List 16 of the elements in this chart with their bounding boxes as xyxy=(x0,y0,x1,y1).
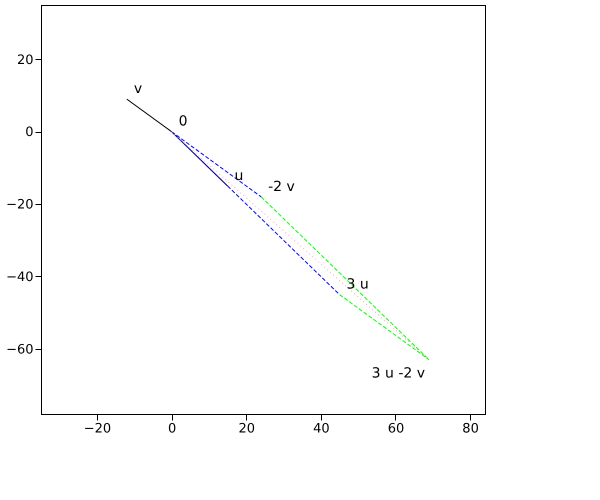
x-tick-label: 0 xyxy=(168,422,176,436)
annotation: -2 v xyxy=(268,178,295,195)
annotation: 3 u -2 v xyxy=(372,366,426,382)
y-tick-label: 0 xyxy=(25,125,34,140)
x-tick-label: −20 xyxy=(84,422,112,436)
x-tick-label: 20 xyxy=(238,422,255,436)
x-tick-label: 80 xyxy=(462,422,479,436)
annotation: v xyxy=(134,81,142,98)
annotation: u xyxy=(234,168,244,184)
y-tick-label: −40 xyxy=(6,270,34,285)
y-tick-label: 20 xyxy=(16,52,34,68)
annotation: 0 xyxy=(178,114,188,130)
y-tick-label: −60 xyxy=(6,342,34,358)
y-tick-label: −20 xyxy=(6,198,34,213)
x-tick-label: 40 xyxy=(313,422,330,436)
x-tick-label: 60 xyxy=(388,422,404,436)
